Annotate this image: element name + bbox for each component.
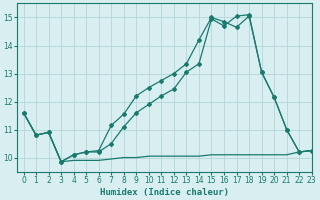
X-axis label: Humidex (Indice chaleur): Humidex (Indice chaleur) bbox=[100, 188, 229, 197]
